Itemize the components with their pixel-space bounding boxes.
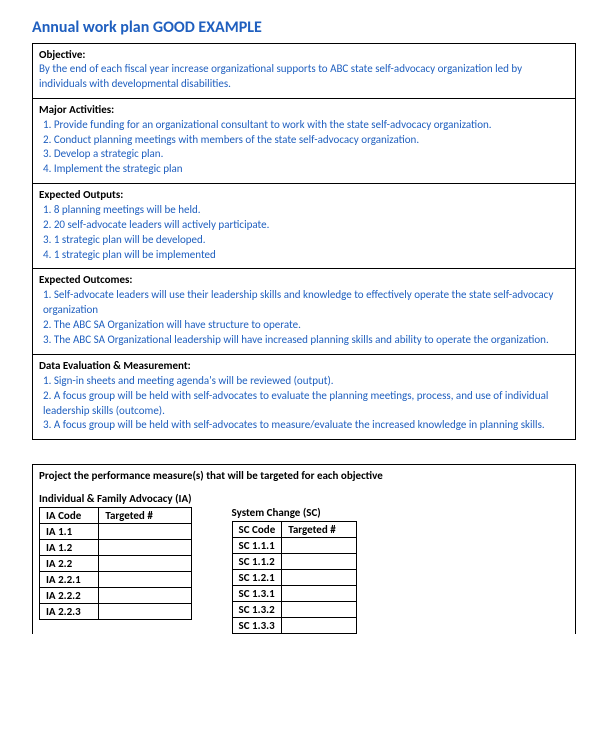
table-cell	[99, 540, 191, 556]
list-item: 3. 1 strategic plan will be developed.	[43, 233, 569, 248]
objective-head: Objective:	[39, 48, 569, 61]
performance-block: Project the performance measure(s) that …	[32, 464, 576, 634]
table-cell	[99, 572, 191, 588]
activities-head: Major Activities:	[39, 103, 569, 116]
table-cell	[282, 554, 357, 570]
table-row: SC 1.3.1	[232, 586, 282, 602]
ia-header-code: IA Code	[40, 508, 99, 524]
ia-title: Individual & Family Advocacy (IA)	[39, 492, 192, 505]
table-row: IA 2.2	[40, 556, 99, 572]
outputs-list: 1. 8 planning meetings will be held. 2. …	[39, 203, 569, 262]
outputs-head: Expected Outputs:	[39, 188, 569, 201]
section-evaluation: Data Evaluation & Measurement: 1. Sign-i…	[33, 354, 576, 439]
table-row: IA 2.2.2	[40, 588, 99, 604]
evaluation-list: 1. Sign-in sheets and meeting agenda's w…	[39, 374, 569, 433]
table-row: SC 1.1.2	[232, 554, 282, 570]
evaluation-head: Data Evaluation & Measurement:	[39, 359, 569, 372]
list-item: 4. 1 strategic plan will be implemented	[43, 248, 569, 263]
table-cell	[99, 556, 191, 572]
table-cell	[282, 602, 357, 618]
list-item: 1. 8 planning meetings will be held.	[43, 203, 569, 218]
table-row: SC 1.3.2	[232, 602, 282, 618]
table-row: IA 1.2	[40, 540, 99, 556]
outcomes-head: Expected Outcomes:	[39, 273, 569, 286]
objective-body: By the end of each fiscal year increase …	[39, 62, 569, 92]
table-cell	[282, 586, 357, 602]
list-item: 1. Sign-in sheets and meeting agenda's w…	[43, 374, 569, 389]
table-row: SC 1.2.1	[232, 570, 282, 586]
ia-table: IA Code Targeted # IA 1.1 IA 1.2 IA 2.2 …	[39, 507, 192, 620]
table-cell	[99, 588, 191, 604]
list-item: 2. 20 self-advocate leaders will activel…	[43, 218, 569, 233]
sc-column: System Change (SC) SC Code Targeted # SC…	[232, 506, 358, 634]
ia-column: Individual & Family Advocacy (IA) IA Cod…	[39, 492, 192, 620]
table-row: IA 1.1	[40, 524, 99, 540]
outcomes-list: 1. Self-advocate leaders will use their …	[39, 288, 569, 347]
ia-header-targeted: Targeted #	[99, 508, 191, 524]
table-row: SC 1.1.1	[232, 538, 282, 554]
table-row: IA 2.2.3	[40, 604, 99, 620]
activities-list: 1. Provide funding for an organizational…	[39, 118, 569, 177]
table-row: IA 2.2.1	[40, 572, 99, 588]
sc-table: SC Code Targeted # SC 1.1.1 SC 1.1.2 SC …	[232, 521, 358, 634]
list-item: 3. A focus group will be held with self-…	[43, 418, 569, 433]
table-row: SC 1.3.3	[232, 618, 282, 634]
performance-title: Project the performance measure(s) that …	[39, 469, 569, 482]
list-item: 3. The ABC SA Organizational leadership …	[43, 333, 569, 348]
section-outputs: Expected Outputs: 1. 8 planning meetings…	[33, 184, 576, 269]
sc-header-code: SC Code	[232, 522, 282, 538]
table-cell	[99, 604, 191, 620]
page-title: Annual work plan GOOD EXAMPLE	[32, 18, 576, 37]
sc-title: System Change (SC)	[232, 506, 358, 519]
table-cell	[282, 538, 357, 554]
list-item: 3. Develop a strategic plan.	[43, 147, 569, 162]
list-item: 4. Implement the strategic plan	[43, 162, 569, 177]
list-item: 1. Provide funding for an organizational…	[43, 118, 569, 133]
sc-header-targeted: Targeted #	[282, 522, 357, 538]
table-cell	[282, 618, 357, 634]
table-cell	[99, 524, 191, 540]
section-outcomes: Expected Outcomes: 1. Self-advocate lead…	[33, 269, 576, 354]
list-item: 2. Conduct planning meetings with member…	[43, 133, 569, 148]
table-cell	[282, 570, 357, 586]
list-item: 2. A focus group will be held with self-…	[43, 389, 569, 419]
section-activities: Major Activities: 1. Provide funding for…	[33, 98, 576, 183]
plan-table: Objective: By the end of each fiscal yea…	[32, 43, 576, 440]
list-item: 2. The ABC SA Organization will have str…	[43, 318, 569, 333]
section-objective: Objective: By the end of each fiscal yea…	[33, 44, 576, 99]
list-item: 1. Self-advocate leaders will use their …	[43, 288, 569, 318]
